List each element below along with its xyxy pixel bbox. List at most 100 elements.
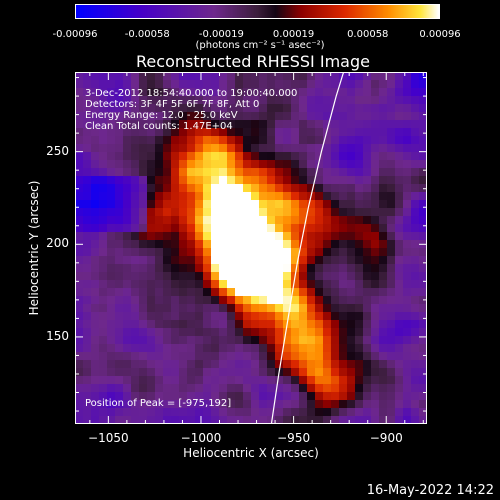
heatmap-cell — [339, 320, 348, 329]
heatmap-cell — [123, 264, 132, 273]
heatmap-cell — [243, 72, 252, 81]
heatmap-cell — [171, 248, 180, 257]
heatmap-cell — [299, 280, 308, 289]
heatmap-cell — [179, 128, 188, 137]
heatmap-cell — [395, 128, 404, 137]
heatmap-cell — [291, 112, 300, 121]
heatmap-cell — [291, 104, 300, 113]
heatmap-cell — [323, 112, 332, 121]
heatmap-cell — [211, 296, 220, 305]
heatmap-cell — [99, 240, 108, 249]
heatmap-cell — [211, 192, 220, 201]
heatmap-cell — [75, 264, 84, 273]
heatmap-cell — [195, 176, 204, 185]
heatmap-cell — [403, 304, 412, 313]
heatmap-cell — [131, 112, 140, 121]
heatmap-cell — [83, 272, 92, 281]
heatmap-cell — [107, 280, 116, 289]
heatmap-cell — [403, 208, 412, 217]
heatmap-cell — [371, 80, 380, 89]
heatmap-cell — [339, 152, 348, 161]
heatmap-cell — [403, 200, 412, 209]
heatmap-cell — [171, 352, 180, 361]
heatmap-cell — [147, 200, 156, 209]
heatmap-cell — [355, 336, 364, 345]
heatmap-cell — [347, 192, 356, 201]
heatmap-cell — [195, 96, 204, 105]
heatmap-cell — [323, 304, 332, 313]
heatmap-cell — [163, 176, 172, 185]
heatmap-cell — [267, 280, 276, 289]
heatmap-cell — [323, 296, 332, 305]
heatmap-cell — [235, 336, 244, 345]
heatmap-cell — [307, 400, 316, 409]
heatmap-cell — [291, 368, 300, 377]
heatmap-cell — [91, 392, 100, 401]
heatmap-cell — [363, 104, 372, 113]
heatmap-cell — [147, 264, 156, 273]
heatmap-cell — [315, 216, 324, 225]
heatmap-cell — [363, 344, 372, 353]
heatmap-cell — [203, 280, 212, 289]
heatmap-cell — [371, 408, 380, 417]
heatmap-cell — [283, 416, 292, 424]
heatmap-cell — [147, 376, 156, 385]
heatmap-cell — [363, 96, 372, 105]
heatmap-cell — [107, 160, 116, 169]
heatmap-cell — [307, 136, 316, 145]
heatmap-cell — [283, 136, 292, 145]
heatmap-cell — [219, 128, 228, 137]
heatmap-cell — [235, 96, 244, 105]
heatmap-cell — [339, 296, 348, 305]
heatmap-cell — [363, 200, 372, 209]
heatmap-cell — [171, 328, 180, 337]
heatmap-cell — [379, 184, 388, 193]
heatmap-cell — [267, 368, 276, 377]
heatmap-cell — [195, 88, 204, 97]
heatmap-cell — [299, 120, 308, 129]
heatmap-cell — [179, 160, 188, 169]
heatmap-cell — [243, 320, 252, 329]
heatmap-cell — [411, 144, 420, 153]
heatmap-cell — [355, 200, 364, 209]
heatmap-cell — [131, 152, 140, 161]
heatmap-cell — [243, 352, 252, 361]
heatmap-cell — [347, 160, 356, 169]
heatmap-cell — [315, 72, 324, 81]
heatmap-cell — [163, 192, 172, 201]
heatmap-cell — [403, 384, 412, 393]
heatmap-cell — [203, 272, 212, 281]
heatmap-cell — [395, 216, 404, 225]
heatmap-cell — [331, 176, 340, 185]
heatmap-cell — [219, 208, 228, 217]
heatmap-cell — [419, 152, 427, 161]
heatmap-cell — [163, 304, 172, 313]
heatmap-cell — [195, 80, 204, 89]
heatmap-cell — [387, 104, 396, 113]
heatmap-cell — [403, 176, 412, 185]
heatmap-cell — [139, 304, 148, 313]
heatmap-cell — [147, 224, 156, 233]
heatmap-cell — [387, 224, 396, 233]
heatmap-cell — [123, 336, 132, 345]
heatmap-cell — [371, 416, 380, 424]
heatmap-cell — [227, 112, 236, 121]
heatmap-cell — [307, 296, 316, 305]
heatmap-cell — [171, 280, 180, 289]
heatmap-cell — [163, 264, 172, 273]
heatmap-cell — [211, 240, 220, 249]
heatmap-cell — [267, 232, 276, 241]
heatmap-cell — [379, 112, 388, 121]
heatmap-cell — [179, 416, 188, 424]
heatmap-cell — [379, 360, 388, 369]
heatmap-cell — [139, 416, 148, 424]
heatmap-cell — [187, 176, 196, 185]
heatmap-cell — [387, 408, 396, 417]
heatmap-cell — [259, 152, 268, 161]
heatmap-cell — [259, 96, 268, 105]
heatmap-cell — [251, 336, 260, 345]
heatmap-cell — [363, 368, 372, 377]
heatmap-cell — [227, 288, 236, 297]
heatmap-cell — [291, 192, 300, 201]
heatmap-cell — [211, 208, 220, 217]
